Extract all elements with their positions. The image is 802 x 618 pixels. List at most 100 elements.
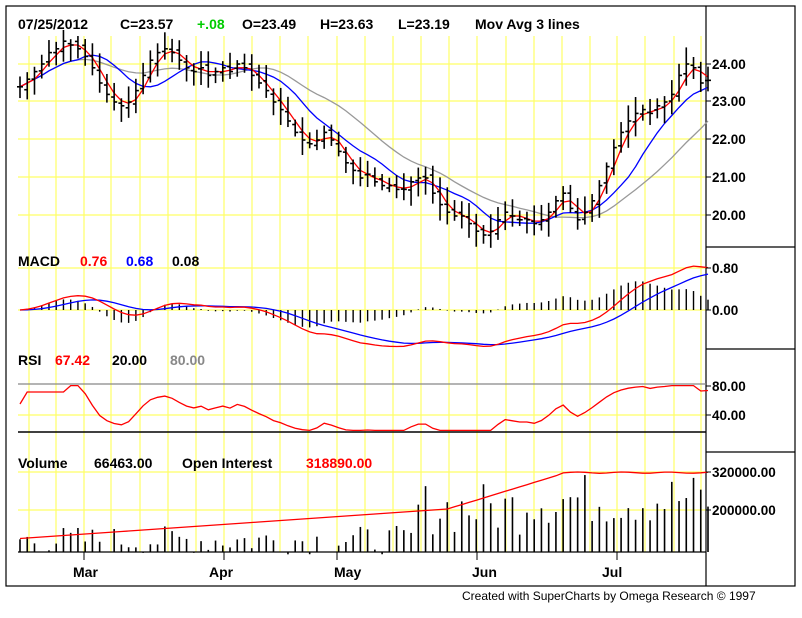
price-bar bbox=[647, 98, 654, 126]
price-bar bbox=[342, 146, 349, 173]
macd-value: 0.76 bbox=[80, 253, 107, 269]
price-bar bbox=[625, 105, 632, 148]
price-bar bbox=[494, 206, 501, 240]
header-date: 07/25/2012 bbox=[18, 16, 88, 32]
price-bar bbox=[198, 51, 205, 86]
price-bar bbox=[458, 201, 465, 229]
x-tick-label: Jun bbox=[472, 564, 497, 580]
price-bar bbox=[321, 125, 328, 149]
price-bar bbox=[284, 96, 291, 128]
price-bar bbox=[552, 195, 559, 218]
price-bar bbox=[451, 200, 458, 221]
y-axis-labels: 24.00 23.00 22.00 21.00 20.00 0.80 0.00 80.00 40… bbox=[706, 57, 776, 518]
price-bar bbox=[96, 53, 103, 93]
price-bar bbox=[277, 87, 284, 125]
y-tick-label: 0.80 bbox=[712, 261, 738, 276]
price-bar bbox=[386, 177, 393, 193]
price-bar bbox=[676, 63, 683, 102]
price-bar bbox=[313, 129, 320, 151]
x-tick-label: Mar bbox=[73, 564, 98, 580]
price-bar bbox=[618, 122, 625, 153]
price-bar bbox=[502, 201, 509, 231]
price-bar bbox=[132, 78, 139, 114]
price-bar bbox=[509, 199, 516, 227]
price-bar bbox=[581, 196, 588, 225]
header-close: C=23.57 bbox=[120, 16, 174, 32]
price-bar bbox=[683, 47, 690, 86]
price-bar bbox=[668, 80, 675, 115]
price-bar bbox=[169, 38, 176, 63]
volume-label: Volume bbox=[18, 455, 68, 471]
price-bar bbox=[545, 202, 552, 237]
y-tick-label: 200000.00 bbox=[712, 503, 776, 518]
open-interest-value: 318890.00 bbox=[306, 455, 372, 471]
price-bar bbox=[154, 43, 161, 77]
price-bar bbox=[379, 174, 386, 191]
price-bar bbox=[176, 40, 183, 70]
header-low: L=23.19 bbox=[398, 16, 450, 32]
price-bar bbox=[516, 210, 523, 227]
price-bar bbox=[654, 98, 661, 119]
macd-label: MACD bbox=[18, 253, 60, 269]
y-tick-label: 22.00 bbox=[712, 132, 746, 147]
price-bar bbox=[632, 97, 639, 137]
price-bar bbox=[17, 76, 23, 99]
price-panel bbox=[17, 29, 711, 248]
macd-panel bbox=[19, 265, 709, 348]
price-bar bbox=[400, 173, 407, 201]
price-bar bbox=[567, 184, 574, 213]
price-bar bbox=[422, 166, 429, 195]
x-axis-labels: Mar Apr May Jun Jul bbox=[73, 552, 622, 580]
price-bar bbox=[531, 205, 538, 236]
volume-value: 66463.00 bbox=[94, 455, 153, 471]
price-bar bbox=[60, 29, 67, 62]
price-bar bbox=[523, 211, 530, 234]
price-bar bbox=[538, 204, 545, 231]
credit-text: Created with SuperCharts by Omega Resear… bbox=[462, 589, 756, 603]
price-bar bbox=[487, 214, 494, 248]
price-bar bbox=[248, 54, 255, 91]
price-bar bbox=[364, 160, 371, 188]
x-tick-label: May bbox=[334, 564, 361, 580]
volume-panel bbox=[19, 471, 709, 555]
price-bar bbox=[67, 39, 74, 62]
moving-average-slow-line bbox=[19, 58, 709, 219]
price-bar bbox=[190, 63, 197, 86]
price-bar bbox=[205, 51, 212, 88]
rsi-value: 67.42 bbox=[55, 352, 90, 368]
price-bar bbox=[429, 165, 436, 204]
x-tick-label: Apr bbox=[209, 564, 234, 580]
price-bar bbox=[596, 180, 603, 218]
price-bar bbox=[589, 194, 596, 222]
price-bar bbox=[103, 73, 110, 103]
price-bar bbox=[38, 54, 45, 79]
header-open: O=23.49 bbox=[242, 16, 296, 32]
price-bar bbox=[219, 61, 226, 82]
price-bar bbox=[560, 186, 567, 211]
price-bar bbox=[697, 61, 704, 92]
price-bar bbox=[292, 119, 299, 137]
y-tick-label: 23.00 bbox=[712, 94, 746, 109]
price-bar bbox=[227, 52, 234, 79]
rsi-upper-value: 80.00 bbox=[170, 352, 205, 368]
price-bar bbox=[118, 98, 125, 122]
price-bar bbox=[53, 41, 60, 66]
y-tick-label: 24.00 bbox=[712, 57, 746, 72]
rsi-line bbox=[19, 384, 709, 432]
price-bar bbox=[161, 32, 168, 60]
x-tick-label: Jul bbox=[602, 564, 622, 580]
price-bar bbox=[328, 124, 335, 146]
price-bar bbox=[45, 40, 52, 67]
y-tick-label: 320000.00 bbox=[712, 465, 776, 480]
macd-signal-value: 0.68 bbox=[126, 253, 153, 269]
rsi-panel bbox=[18, 383, 709, 433]
price-bar bbox=[393, 175, 400, 199]
y-tick-label: 0.00 bbox=[712, 303, 738, 318]
price-bar bbox=[408, 176, 415, 206]
price-bar bbox=[212, 67, 219, 84]
price-bar bbox=[74, 36, 81, 59]
price-bar bbox=[306, 132, 313, 149]
header-change: +.08 bbox=[197, 16, 225, 32]
